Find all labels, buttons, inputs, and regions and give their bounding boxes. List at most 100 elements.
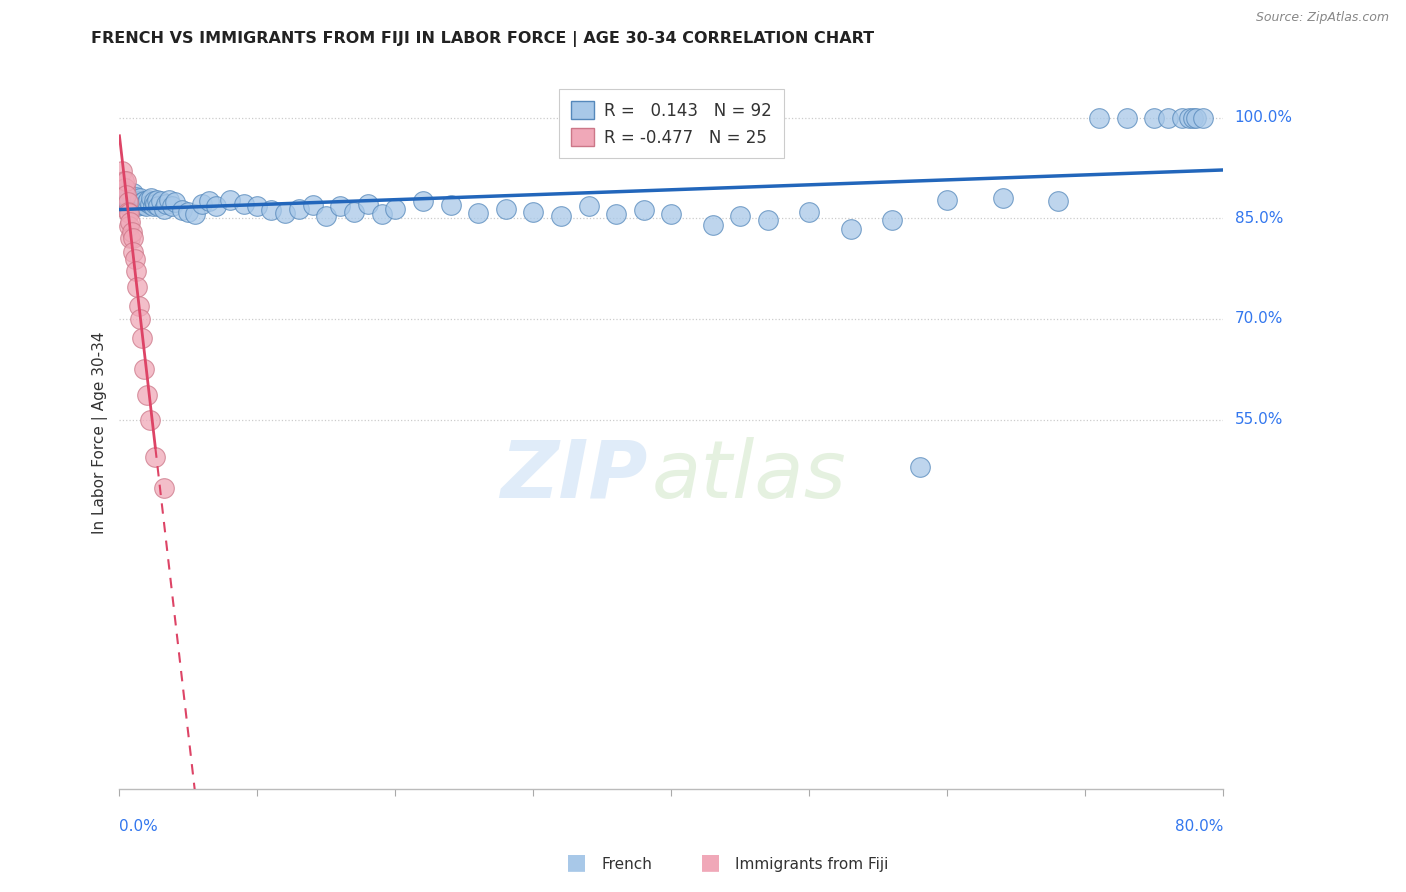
Point [136, 195, 159, 210]
Point [198, 194, 221, 208]
Point [139, 196, 162, 211]
Point [141, 191, 163, 205]
Point [122, 191, 145, 205]
Point [120, 231, 142, 245]
Point [218, 193, 240, 207]
Point [882, 212, 904, 227]
Point [288, 202, 311, 216]
Point [124, 252, 146, 266]
Point [111, 164, 134, 178]
Point [756, 212, 779, 227]
Point [125, 263, 148, 277]
Text: French: French [602, 857, 652, 872]
Point [702, 218, 724, 232]
Point [135, 199, 157, 213]
Point [118, 199, 141, 213]
Point [117, 194, 139, 209]
Text: FRENCH VS IMMIGRANTS FROM FIJI IN LABOR FORCE | AGE 30-34 CORRELATION CHART: FRENCH VS IMMIGRANTS FROM FIJI IN LABOR … [91, 31, 875, 47]
Point [128, 299, 150, 313]
Point [142, 194, 165, 208]
Point [131, 195, 153, 210]
Point [1088, 111, 1111, 125]
Point [991, 191, 1014, 205]
Point [799, 204, 821, 219]
Point [122, 196, 145, 211]
Point [467, 206, 489, 220]
Point [908, 459, 931, 474]
Point [730, 209, 752, 223]
Text: 80.0%: 80.0% [1175, 819, 1223, 834]
Point [124, 194, 146, 208]
Point [139, 412, 162, 426]
Point [343, 204, 366, 219]
Point [1185, 111, 1208, 125]
Point [661, 207, 683, 221]
Point [117, 196, 139, 211]
Text: 0.0%: 0.0% [120, 819, 159, 834]
Point [117, 204, 139, 219]
Point [191, 196, 214, 211]
Point [121, 193, 143, 207]
Point [138, 193, 160, 207]
Point [633, 203, 655, 218]
Point [134, 362, 156, 376]
Point [149, 194, 172, 208]
Point [122, 186, 145, 200]
Point [384, 202, 406, 216]
Point [118, 206, 141, 220]
Text: 100.0%: 100.0% [1234, 111, 1292, 125]
Text: 70.0%: 70.0% [1234, 311, 1282, 326]
Point [550, 209, 572, 223]
Point [115, 187, 138, 202]
Point [125, 190, 148, 204]
Point [118, 190, 141, 204]
Point [127, 199, 149, 213]
Point [522, 204, 544, 219]
Point [114, 181, 136, 195]
Point [120, 215, 142, 229]
Point [1143, 111, 1166, 125]
Text: atlas: atlas [651, 437, 846, 515]
Point [495, 202, 517, 216]
Point [118, 193, 141, 207]
Text: ■: ■ [567, 853, 586, 872]
Point [329, 199, 352, 213]
Point [127, 279, 149, 293]
Point [136, 388, 159, 402]
Point [143, 450, 166, 464]
Point [157, 193, 180, 207]
Point [274, 206, 297, 220]
Point [120, 201, 142, 215]
Point [129, 191, 152, 205]
Point [122, 231, 145, 245]
Point [117, 187, 139, 202]
Point [142, 199, 165, 213]
Point [301, 198, 323, 212]
Point [121, 225, 143, 239]
Point [131, 331, 153, 345]
Point [125, 195, 148, 210]
Point [145, 193, 167, 207]
Point [1115, 111, 1137, 125]
Text: ■: ■ [700, 853, 720, 872]
Point [129, 194, 152, 208]
Point [129, 312, 152, 326]
Point [1171, 111, 1194, 125]
Point [127, 194, 149, 208]
Point [578, 199, 600, 213]
Point [152, 202, 174, 216]
Text: Source: ZipAtlas.com: Source: ZipAtlas.com [1256, 11, 1389, 24]
Point [128, 196, 150, 211]
Point [115, 198, 138, 212]
Point [143, 196, 166, 211]
Point [1191, 111, 1213, 125]
Point [839, 222, 862, 236]
Text: 55.0%: 55.0% [1234, 412, 1282, 427]
Point [412, 194, 434, 208]
Point [112, 194, 135, 209]
Point [112, 174, 135, 188]
Point [1157, 111, 1180, 125]
Point [114, 191, 136, 205]
Legend: R =   0.143   N = 92, R = -0.477   N = 25: R = 0.143 N = 92, R = -0.477 N = 25 [560, 89, 783, 158]
Point [122, 244, 145, 259]
